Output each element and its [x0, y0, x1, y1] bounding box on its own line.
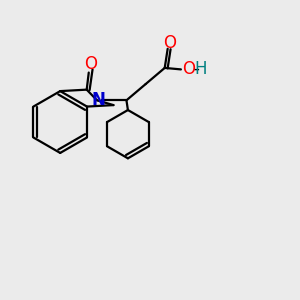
Text: O: O	[163, 34, 176, 52]
Text: O: O	[85, 55, 98, 73]
Text: N: N	[91, 91, 105, 109]
Text: -: -	[193, 59, 199, 77]
Text: H: H	[194, 59, 207, 77]
Text: O: O	[182, 59, 195, 77]
